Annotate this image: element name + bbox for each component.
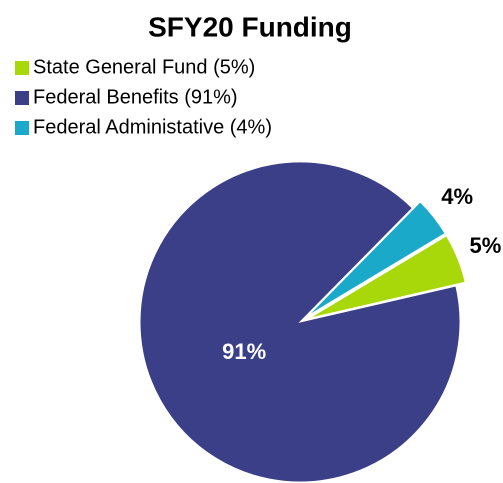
legend-label: Federal Administative (4%) bbox=[33, 116, 272, 138]
legend-swatch bbox=[15, 61, 29, 75]
legend-swatch bbox=[15, 121, 29, 135]
pie-slice bbox=[307, 201, 446, 317]
legend-label: State General Fund (5%) bbox=[33, 56, 255, 78]
legend-label: Federal Benefits (91%) bbox=[33, 86, 238, 108]
data-label: 4% bbox=[441, 184, 473, 209]
data-label: 5% bbox=[470, 233, 502, 258]
legend-swatch bbox=[15, 91, 29, 105]
chart-title: SFY20 Funding bbox=[148, 11, 352, 42]
pie-slice bbox=[139, 161, 461, 483]
pie-slice bbox=[309, 235, 466, 319]
data-label: 91% bbox=[222, 339, 266, 364]
